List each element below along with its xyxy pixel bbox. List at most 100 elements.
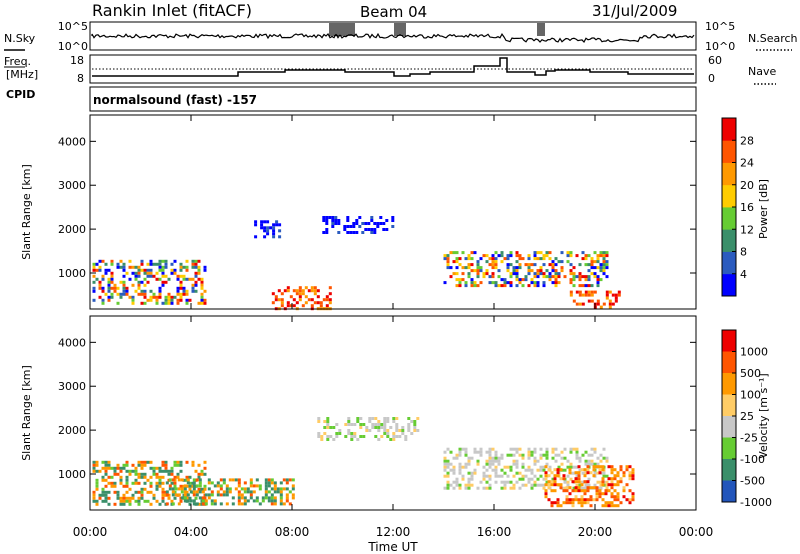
data-cell xyxy=(267,484,271,488)
data-cell xyxy=(580,483,584,487)
data-cell xyxy=(346,231,350,234)
data-cell xyxy=(578,275,582,279)
data-cell xyxy=(568,498,572,502)
data-cell xyxy=(338,429,342,432)
data-cell xyxy=(595,465,599,469)
data-cell xyxy=(565,489,569,493)
data-cell xyxy=(494,257,498,261)
data-cell xyxy=(581,284,585,288)
data-cell xyxy=(272,223,276,227)
data-cell xyxy=(536,275,540,279)
data-cell xyxy=(234,487,238,491)
data-cell xyxy=(273,487,277,491)
data-cell xyxy=(155,298,159,302)
data-cell xyxy=(140,463,144,467)
data-cell xyxy=(407,429,411,432)
data-cell xyxy=(590,462,594,466)
data-cell xyxy=(216,484,220,488)
data-cell xyxy=(179,265,183,269)
data-cell xyxy=(272,226,276,230)
data-cell xyxy=(482,272,486,276)
data-cell xyxy=(601,492,605,496)
data-cell xyxy=(391,219,395,222)
data-cell xyxy=(359,417,363,420)
data-cell xyxy=(149,289,153,293)
data-cell xyxy=(386,435,390,438)
data-cell xyxy=(101,478,105,482)
data-cell xyxy=(551,269,555,273)
data-cell xyxy=(559,486,563,490)
data-cell xyxy=(192,493,196,497)
data-cell xyxy=(131,271,135,275)
data-cell xyxy=(494,251,498,255)
data-cell xyxy=(335,423,339,426)
data-cell xyxy=(572,299,576,303)
data-cell xyxy=(601,480,605,484)
data-cell xyxy=(446,471,450,475)
data-cell xyxy=(349,231,353,234)
data-cell xyxy=(509,275,513,279)
data-cell xyxy=(550,480,554,484)
data-cell xyxy=(149,259,153,263)
data-cell xyxy=(260,223,264,227)
data-cell xyxy=(506,453,510,457)
data-cell xyxy=(295,301,299,305)
data-cell xyxy=(365,426,369,429)
data-cell xyxy=(554,275,558,279)
data-cell xyxy=(143,499,147,503)
data-cell xyxy=(107,298,111,302)
data-cell xyxy=(170,469,174,473)
data-cell xyxy=(467,275,471,279)
data-cell xyxy=(554,281,558,285)
data-cell xyxy=(213,499,217,503)
data-cell xyxy=(613,477,617,481)
colorbar-swatch xyxy=(722,394,736,417)
data-cell xyxy=(491,447,495,451)
data-cell xyxy=(602,266,606,270)
data-cell xyxy=(542,284,546,288)
data-cell xyxy=(131,283,135,287)
data-cell xyxy=(231,478,235,482)
data-cell xyxy=(219,502,223,506)
data-cell xyxy=(164,295,168,299)
data-cell xyxy=(188,484,192,488)
data-cell xyxy=(569,254,573,258)
x-tick-label: 04:00 xyxy=(174,525,209,539)
data-cell xyxy=(288,502,292,506)
data-cell xyxy=(545,453,549,457)
data-cell xyxy=(161,499,165,503)
data-cell xyxy=(291,487,295,491)
data-cell xyxy=(601,468,605,472)
data-cell xyxy=(316,295,320,299)
data-cell xyxy=(298,286,302,290)
data-cell xyxy=(104,460,108,464)
data-cell xyxy=(92,268,96,272)
data-cell xyxy=(95,268,99,272)
data-cell xyxy=(467,459,471,463)
data-cell xyxy=(553,477,557,481)
data-cell xyxy=(254,223,258,227)
data-cell xyxy=(266,226,270,230)
data-cell xyxy=(509,465,513,469)
data-cell xyxy=(530,450,534,454)
data-cell xyxy=(185,289,189,293)
data-cell xyxy=(298,289,302,293)
data-cell xyxy=(179,484,183,488)
data-cell xyxy=(107,295,111,299)
data-cell xyxy=(182,286,186,290)
velocity-colorbar-label: Velocity [m s⁻¹] xyxy=(757,373,770,458)
data-cell xyxy=(298,295,302,299)
data-cell xyxy=(607,504,611,508)
data-cell xyxy=(593,462,597,466)
data-cell xyxy=(113,286,117,290)
data-cell xyxy=(165,481,169,485)
data-cell xyxy=(343,225,347,228)
colorbar-tick-label: 20 xyxy=(740,179,754,192)
data-cell xyxy=(533,281,537,285)
data-cell xyxy=(197,301,201,305)
data-cell xyxy=(604,501,608,505)
data-cell xyxy=(395,426,399,429)
data-cell xyxy=(494,263,498,267)
data-cell xyxy=(562,501,566,505)
